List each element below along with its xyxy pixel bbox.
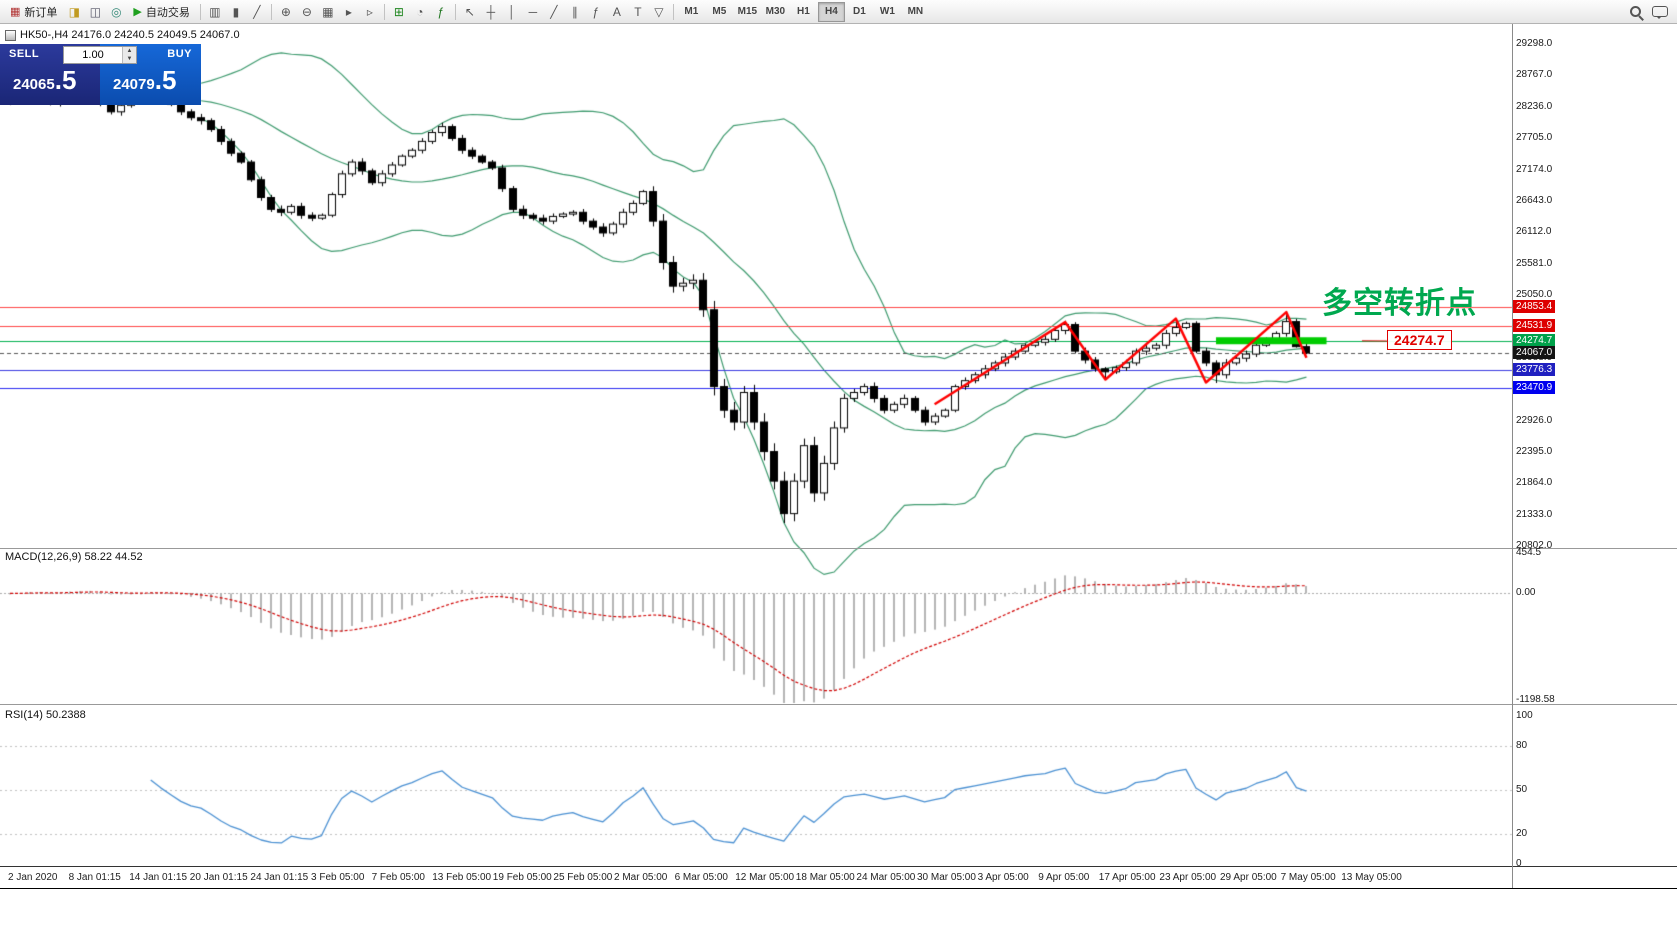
- fibonacci-icon[interactable]: ƒ: [592, 4, 600, 19]
- main-toolbar: ▦ 新订单 ◨ ◫ ◎ ▶ 自动交易 ▥ ▮ ╱ ⊕ ⊖ ▦ ▸ ▹ ⊞ ◔ ƒ ↖ ┼ │ ─ ╱ ∥ ƒ A T ▽ M1 M5 M1…: [0, 0, 1677, 24]
- crosshair-icon[interactable]: ┼: [486, 4, 496, 19]
- sell-label: SELL: [9, 48, 40, 60]
- candlestick-chart-icon[interactable]: ▮: [232, 4, 240, 19]
- text-icon[interactable]: A: [612, 4, 621, 19]
- toolbar-separator: [672, 3, 674, 20]
- timeframe-mn[interactable]: MN: [907, 6, 924, 17]
- chart-header: HK50-,H4 24176.0 24240.5 24049.5 24067.0: [5, 29, 240, 41]
- volume-box: ▲ ▼: [63, 46, 137, 64]
- search-icon[interactable]: [1627, 3, 1645, 21]
- timeframe-m1[interactable]: M1: [684, 6, 699, 17]
- channel-icon[interactable]: ∥: [571, 4, 578, 19]
- line-chart-icon[interactable]: ╱: [253, 4, 261, 19]
- rsi-indicator-label: RSI(14) 50.2388: [5, 709, 86, 721]
- volume-decrease-button[interactable]: ▼: [123, 55, 136, 63]
- toolbar-separator: [199, 3, 201, 20]
- market-watch-icon[interactable]: ◫: [89, 4, 102, 19]
- toolbar-separator: [270, 3, 272, 20]
- period-icon[interactable]: ◔: [416, 4, 424, 19]
- price-axis-line: [1512, 24, 1513, 888]
- sell-price-frac: .5: [54, 65, 77, 95]
- chart-shift-icon[interactable]: ▹: [366, 4, 373, 19]
- chart-bottom-line: [0, 888, 1677, 889]
- volume-input[interactable]: [64, 47, 122, 63]
- grid-icon[interactable]: ▦: [322, 4, 334, 19]
- volume-spinner: ▲ ▼: [122, 47, 136, 63]
- toolbar-separator: [454, 3, 456, 20]
- chart-symbol-icon: [5, 29, 16, 41]
- macd-indicator-label: MACD(12,26,9) 58.22 44.52: [5, 551, 143, 563]
- new-order-button[interactable]: ▦ 新订单: [10, 6, 58, 19]
- chat-icon[interactable]: [1651, 4, 1669, 20]
- timeframe-h1[interactable]: H1: [796, 6, 810, 17]
- sell-price-main: 24065: [13, 76, 55, 93]
- timeframe-h4[interactable]: H4: [817, 1, 845, 22]
- horizontal-line-icon[interactable]: ─: [528, 4, 538, 19]
- sell-price[interactable]: 24065.5: [13, 67, 76, 94]
- indicators-icon[interactable]: ƒ: [437, 4, 445, 19]
- timeframe-m15[interactable]: M15: [737, 6, 758, 17]
- bar-chart-icon[interactable]: ▥: [209, 4, 221, 19]
- shapes-icon[interactable]: ▽: [654, 4, 664, 19]
- time-axis-top-line: [0, 866, 1677, 867]
- cursor-icon[interactable]: ↖: [464, 4, 475, 19]
- vertical-line-icon[interactable]: │: [508, 4, 516, 19]
- zoom-out-icon[interactable]: ⊖: [301, 4, 312, 19]
- timeframe-d1[interactable]: D1: [852, 6, 866, 17]
- volume-increase-button[interactable]: ▲: [123, 47, 136, 55]
- auto-scroll-icon[interactable]: ▸: [345, 4, 352, 19]
- timeframe-w1[interactable]: W1: [879, 6, 895, 17]
- zoom-in-icon[interactable]: ⊕: [280, 4, 291, 19]
- trendline-icon[interactable]: ╱: [550, 4, 558, 19]
- panel-splitter-rsi[interactable]: [0, 704, 1677, 705]
- panel-splitter-macd[interactable]: [0, 548, 1677, 549]
- navigator-icon[interactable]: ◎: [111, 4, 122, 19]
- timeframe-m5[interactable]: M5: [712, 6, 727, 17]
- buy-price[interactable]: 24079.5: [113, 67, 176, 94]
- label-icon[interactable]: T: [634, 4, 642, 19]
- one-click-trading-panel: SELL BUY ▲ ▼ 24065.5 24079.5: [0, 44, 201, 105]
- buy-price-main: 24079: [113, 76, 155, 93]
- turning-point-annotation: 多空转折点: [1322, 287, 1477, 320]
- annotation-price-box: 24274.7: [1387, 330, 1452, 350]
- timeframe-toolbar: M1 M5 M15 M30 H1 H4 D1 W1 MN: [678, 1, 929, 22]
- buy-label: BUY: [167, 48, 192, 60]
- buy-price-frac: .5: [154, 65, 177, 95]
- chart-header-text: HK50-,H4 24176.0 24240.5 24049.5 24067.0: [20, 29, 240, 41]
- trade-history-icon[interactable]: ◨: [68, 4, 81, 19]
- autotrading-button[interactable]: ▶ 自动交易: [133, 6, 190, 19]
- timeframe-m30[interactable]: M30: [765, 6, 786, 17]
- new-chart-icon[interactable]: ⊞: [393, 4, 404, 19]
- toolbar-separator: [383, 3, 385, 20]
